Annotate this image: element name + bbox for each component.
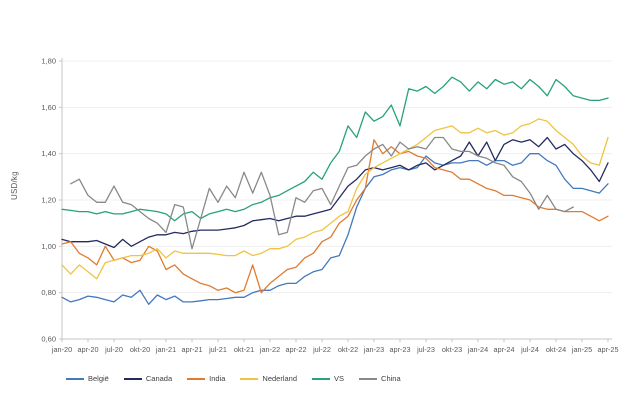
legend-item-india: India xyxy=(187,374,225,383)
x-tick-label: apr-23 xyxy=(389,345,410,354)
x-tick-label: jan-21 xyxy=(155,345,176,354)
x-tick-label: jan-20 xyxy=(51,345,72,354)
legend-item-vs: VS xyxy=(312,374,344,383)
legend-item-nederland: Nederland xyxy=(240,374,297,383)
x-tick-label: okt-22 xyxy=(338,345,358,354)
y-tick-label: 1,00 xyxy=(41,242,56,251)
legend-label: België xyxy=(88,374,109,383)
y-tick-label: 0,60 xyxy=(41,335,56,344)
x-tick-label: apr-20 xyxy=(77,345,98,354)
series-line-canada xyxy=(61,136,609,249)
legend-swatch-belgië xyxy=(66,377,84,380)
series-line-nederland xyxy=(61,118,609,280)
x-tick-label: jul-21 xyxy=(208,345,227,354)
x-tick-label: apr-22 xyxy=(285,345,306,354)
x-tick-label: okt-20 xyxy=(130,345,150,354)
legend-label: VS xyxy=(334,374,345,383)
x-tick-label: jul-22 xyxy=(312,345,331,354)
legend-label: India xyxy=(209,374,226,383)
x-tick-label: jul-20 xyxy=(104,345,123,354)
series-line-vs xyxy=(61,76,609,222)
legend-swatch-canada xyxy=(123,377,142,380)
x-tick-label: jan-23 xyxy=(363,345,384,354)
y-tick-label: 1,20 xyxy=(41,196,56,205)
x-tick-label: okt-24 xyxy=(546,345,566,354)
y-tick-label: 1,60 xyxy=(41,103,56,112)
legend-swatch-china xyxy=(359,377,378,380)
legend-item-china: China xyxy=(359,374,401,383)
series-line-china xyxy=(70,136,574,250)
chart-legend: België Canada India Nederland VS China xyxy=(66,374,416,383)
series-line-belgië xyxy=(61,153,609,305)
x-tick-label: okt-21 xyxy=(234,345,254,354)
legend-swatch-india xyxy=(187,377,206,380)
legend-swatch-nederland xyxy=(240,377,259,380)
legend-label: Canada xyxy=(145,374,173,383)
y-axis-label: USD/kg xyxy=(10,171,19,200)
legend-label: China xyxy=(381,374,401,383)
x-tick-label: jul-24 xyxy=(520,345,539,354)
x-tick-label: jan-22 xyxy=(259,345,280,354)
legend-item-belgië: België xyxy=(66,374,109,383)
x-tick-label: okt-23 xyxy=(442,345,462,354)
x-tick-label: jan-25 xyxy=(571,345,592,354)
x-tick-label: apr-25 xyxy=(597,345,618,354)
y-tick-label: 1,80 xyxy=(41,57,56,66)
x-tick-label: apr-21 xyxy=(181,345,202,354)
y-tick-label: 1,40 xyxy=(41,149,56,158)
x-tick-label: apr-24 xyxy=(493,345,514,354)
legend-label: Nederland xyxy=(262,374,298,383)
series-line-india xyxy=(61,139,609,294)
x-tick-label: jul-23 xyxy=(416,345,435,354)
legend-item-canada: Canada xyxy=(123,374,173,383)
x-tick-label: jan-24 xyxy=(467,345,488,354)
y-tick-label: 0,80 xyxy=(41,288,56,297)
legend-swatch-vs xyxy=(312,377,331,380)
